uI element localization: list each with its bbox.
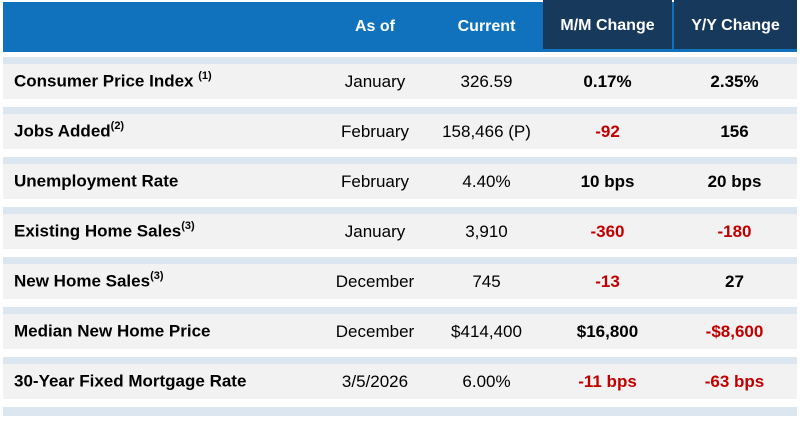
yy-change-value: 2.35% (710, 71, 759, 91)
col-header-as-of: As of (355, 18, 395, 35)
row-label: New Home Sales(3) (14, 270, 164, 291)
row-top-stripe (3, 207, 797, 214)
row-label: Existing Home Sales(3) (14, 220, 195, 241)
current-value: 6.00% (462, 371, 511, 391)
table: As of Current M/M Change Y/Y Change Cons… (3, 0, 797, 422)
current-value: 4.40% (462, 171, 511, 191)
table-row-new-home-sales: New Home Sales(3) December 745 -13 27 (3, 257, 797, 307)
table-row-unemployment-rate: Unemployment Rate February 4.40% 10 bps … (3, 157, 797, 207)
row-top-stripe (3, 307, 797, 314)
as-of-value: February (340, 121, 410, 141)
col-header-mm-change: M/M Change (543, 0, 672, 49)
as-of-value: January (344, 221, 406, 241)
row-label: Unemployment Rate (14, 171, 179, 191)
mm-change-value: $16,800 (576, 321, 639, 341)
yy-change-value: -63 bps (704, 371, 765, 391)
mm-change-value: -92 (595, 121, 620, 141)
as-of-value: January (344, 71, 406, 91)
row-top-stripe (3, 157, 797, 164)
table-row-30yr-mortgage-rate: 30-Year Fixed Mortgage Rate 3/5/2026 6.0… (3, 357, 797, 407)
footnote-superscript: (3) (150, 270, 164, 283)
mm-change-value: 0.17% (583, 71, 632, 91)
as-of-value: December (335, 321, 415, 341)
current-value: 3,910 (465, 221, 508, 241)
row-label: Median New Home Price (14, 321, 211, 341)
table-row-jobs-added: Jobs Added(2) February 158,466 (P) -92 1… (3, 107, 797, 157)
table-row-cpi: Consumer Price Index (1) January 326.59 … (3, 57, 797, 107)
row-label: 30-Year Fixed Mortgage Rate (14, 371, 247, 391)
footnote-superscript: (2) (110, 120, 125, 133)
mm-change-value: -11 bps (578, 371, 637, 391)
as-of-value: February (340, 171, 410, 191)
mm-change-value: 10 bps (580, 171, 635, 191)
yy-change-value: -180 (717, 221, 752, 241)
as-of-value: December (335, 271, 415, 291)
yy-change-value: 20 bps (707, 171, 762, 191)
yy-change-value: -$8,600 (705, 321, 764, 341)
col-header-yy-change: Y/Y Change (674, 0, 797, 49)
row-top-stripe (3, 57, 797, 64)
current-value: 745 (472, 271, 501, 291)
mm-change-value: -360 (590, 221, 625, 241)
footnote-superscript: (3) (181, 220, 195, 233)
row-label: Consumer Price Index (1) (14, 70, 212, 91)
table-row-median-new-home-price: Median New Home Price December $414,400 … (3, 307, 797, 357)
yy-change-value: 27 (725, 271, 744, 291)
current-value: 158,466 (P) (442, 121, 531, 141)
row-label: Jobs Added(2) (14, 120, 125, 141)
footnote-superscript: (1) (198, 70, 212, 83)
row-top-stripe (3, 357, 797, 364)
table-bottom-stripe (3, 407, 797, 416)
as-of-value: 3/5/2026 (341, 371, 409, 391)
table-row-existing-home-sales: Existing Home Sales(3) January 3,910 -36… (3, 207, 797, 257)
row-top-stripe (3, 257, 797, 264)
current-value: 326.59 (460, 71, 513, 91)
row-top-stripe (3, 107, 797, 114)
col-header-current: Current (457, 18, 516, 35)
yy-change-value: 156 (720, 121, 749, 141)
table-body: Consumer Price Index (1) January 326.59 … (3, 57, 797, 407)
mm-change-value: -13 (595, 271, 620, 291)
current-value: $414,400 (451, 321, 522, 341)
